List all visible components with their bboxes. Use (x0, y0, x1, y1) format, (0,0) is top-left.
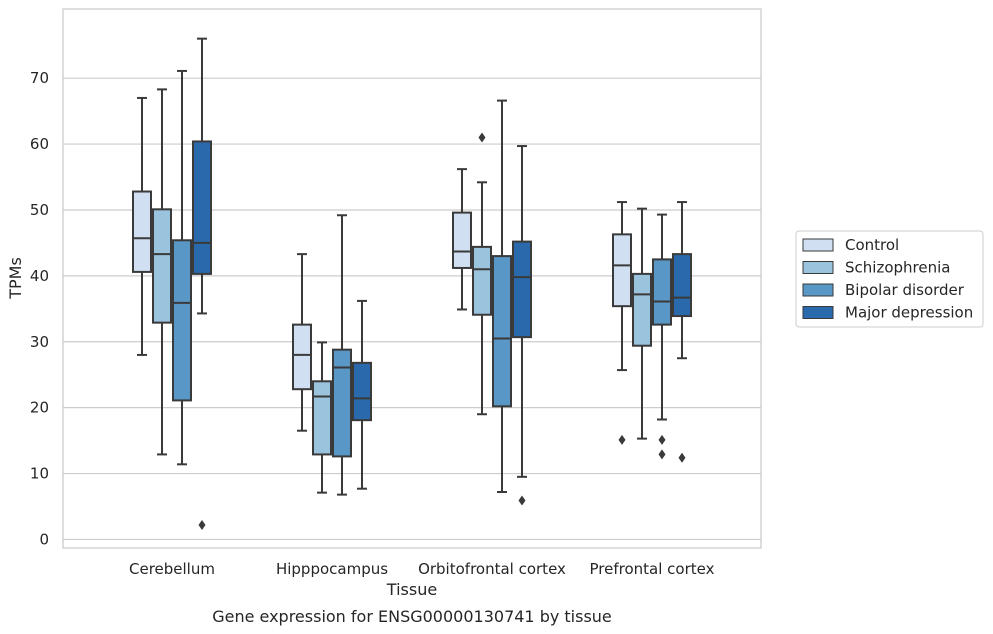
box-iqr (632, 272, 652, 347)
y-tick-label: 70 (30, 69, 49, 87)
box-iqr (152, 208, 172, 324)
box-group (352, 299, 372, 490)
legend-swatch (802, 283, 834, 297)
legend-swatch (802, 261, 834, 274)
box-group (192, 37, 212, 530)
box-iqr (292, 323, 312, 391)
y-tick-label: 0 (39, 530, 49, 548)
plot-frame (62, 8, 762, 549)
box-group (452, 168, 472, 311)
legend-label: Control (845, 236, 899, 254)
legend-frame (795, 230, 984, 328)
box-group (332, 214, 352, 496)
box-iqr (312, 380, 332, 456)
y-tick-label: 30 (30, 333, 49, 351)
box-iqr (612, 233, 632, 308)
box-group (472, 132, 492, 416)
outlier-point (618, 434, 626, 445)
box-group (312, 341, 332, 494)
box-group (132, 96, 152, 356)
box-group (292, 253, 312, 432)
y-tick-label: 10 (30, 465, 49, 483)
y-axis-label: TPMs (6, 257, 25, 300)
outlier-point (478, 132, 486, 143)
outlier-point (658, 434, 666, 445)
legend: Control Schizophrenia Bipolar disorder Majo… (795, 230, 984, 328)
x-tick-label: Hipppocampus (276, 560, 388, 578)
y-tick-label: 20 (30, 399, 49, 417)
box-group (612, 201, 632, 445)
legend-swatch (802, 306, 834, 319)
box-group (672, 201, 692, 463)
box-group (172, 69, 192, 466)
box-group (152, 88, 172, 456)
x-tick-label: Orbitofrontal cortex (418, 560, 566, 578)
y-tick-labels: 0 10 20 30 40 50 60 70 (30, 69, 49, 548)
box-iqr (192, 140, 212, 275)
box-iqr (472, 245, 492, 316)
outlier-point (518, 495, 526, 506)
x-tick-label: Prefrontal cortex (590, 560, 715, 578)
box-iqr (512, 240, 532, 339)
box-group (492, 99, 512, 493)
y-tick-label: 60 (30, 135, 49, 153)
box-iqr (352, 361, 372, 422)
box-iqr (652, 258, 672, 326)
outlier-point (198, 519, 206, 530)
box-iqr (672, 253, 692, 318)
outlier-point (658, 449, 666, 460)
x-axis-label: Tissue (386, 580, 437, 599)
boxes (132, 37, 692, 530)
box-iqr (452, 211, 472, 269)
outlier-point (678, 452, 686, 463)
x-tick-label: Cerebellum (129, 560, 215, 578)
box-group (512, 145, 532, 506)
x-tick-labels: Cerebellum Hipppocampus Orbitofrontal cort… (129, 560, 715, 578)
box-iqr (332, 348, 352, 458)
box-group (652, 213, 672, 460)
box-iqr (132, 190, 152, 273)
legend-label: Bipolar disorder (845, 281, 965, 299)
legend-label: Schizophrenia (845, 259, 950, 277)
legend-label: Major depression (845, 304, 973, 322)
y-tick-label: 50 (30, 201, 49, 219)
box-iqr (172, 239, 192, 402)
legend-swatch (802, 238, 834, 252)
y-tick-label: 40 (30, 267, 49, 285)
box-iqr (492, 255, 512, 408)
chart-caption: Gene expression for ENSG00000130741 by t… (212, 607, 612, 626)
box-group (632, 207, 652, 440)
